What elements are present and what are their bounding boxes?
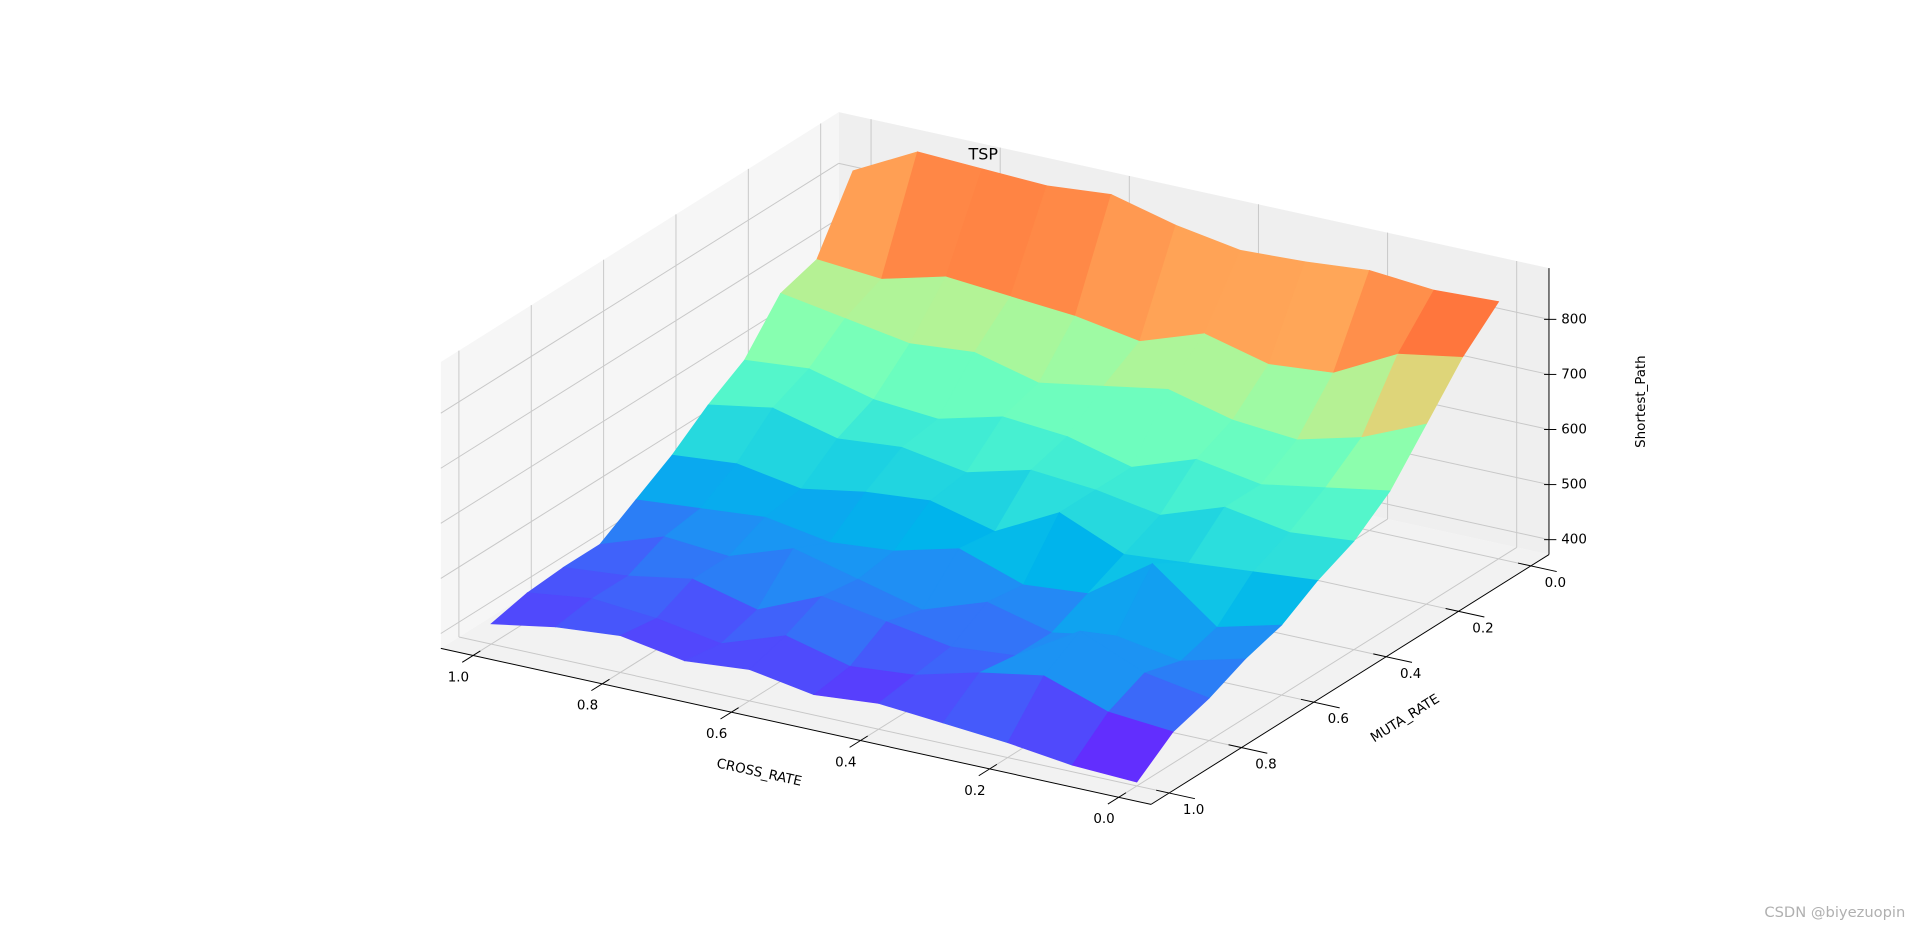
- x-tick-label: 0.8: [577, 699, 598, 714]
- y-tick: [1228, 744, 1268, 754]
- left-pane: [440, 112, 839, 649]
- x-tick: [720, 707, 739, 720]
- x-tick: [849, 735, 868, 748]
- y-tick-label: 0.8: [1255, 758, 1276, 773]
- chart-title: TSP: [968, 144, 999, 163]
- y-tick-label: 0.4: [1400, 667, 1421, 682]
- x-tick-label: 0.4: [835, 756, 856, 771]
- x-tick-label: 0.6: [706, 727, 727, 742]
- x-tick-label: 1.0: [448, 670, 469, 685]
- z-tick-label: 500: [1561, 478, 1587, 493]
- x-tick-label: 0.0: [1093, 812, 1114, 827]
- x-tick: [1107, 792, 1127, 805]
- grid-line: [1118, 547, 1517, 798]
- x-tick-label: 0.2: [964, 784, 985, 799]
- x-axis-line: [440, 647, 1152, 805]
- grid-line: [458, 636, 1170, 794]
- watermark: CSDN @biyezuopin: [1764, 904, 1905, 921]
- z-tick-label: 400: [1561, 533, 1587, 548]
- x-axis-label: CROSS_RATE: [715, 757, 803, 790]
- z-axis-label: Shortest_Path: [1634, 355, 1649, 448]
- y-tick: [1445, 608, 1485, 618]
- y-tick: [1373, 653, 1413, 663]
- y-tick: [1300, 698, 1340, 709]
- surface: [490, 151, 1500, 783]
- grid-line: [440, 162, 840, 414]
- y-tick: [1517, 562, 1557, 573]
- z-tick-label: 700: [1561, 367, 1587, 382]
- y-tick-label: 0.6: [1328, 712, 1349, 727]
- y-axis-line: [1150, 554, 1550, 805]
- z-tick-label: 800: [1561, 312, 1587, 327]
- x-tick: [461, 650, 481, 663]
- grid-line: [440, 218, 840, 469]
- z-tick-label: 600: [1561, 423, 1587, 438]
- y-tick: [1156, 789, 1196, 800]
- surface-facet: [1071, 711, 1174, 783]
- y-axis-label: MUTA_RATE: [1368, 692, 1442, 746]
- x-tick: [591, 678, 610, 692]
- y-tick-label: 0.0: [1545, 576, 1566, 591]
- y-tick-label: 0.2: [1472, 621, 1493, 636]
- x-tick: [978, 763, 998, 777]
- y-tick-label: 1.0: [1183, 803, 1204, 818]
